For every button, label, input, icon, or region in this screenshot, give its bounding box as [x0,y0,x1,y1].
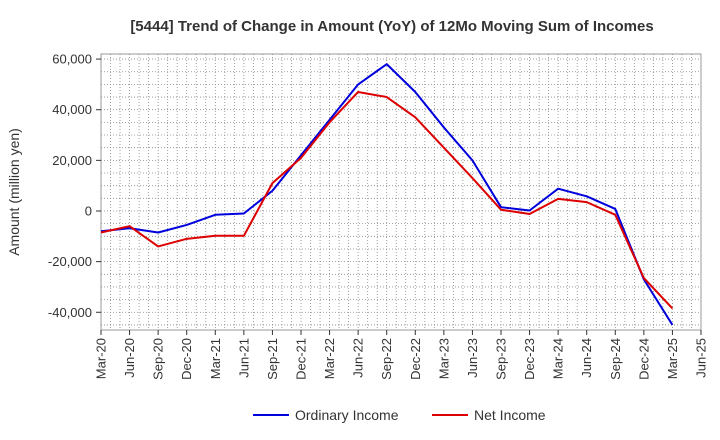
x-tick-label: Jun-23 [465,338,480,378]
x-tick-label: Jun-20 [122,338,137,378]
x-tick-label: Mar-23 [436,338,451,379]
legend-label: Ordinary Income [295,407,399,423]
x-tick-label: Dec-21 [294,338,309,380]
x-tick-label: Mar-20 [94,338,109,379]
x-tick-label: Dec-22 [408,338,423,380]
legend: Ordinary Income Net Income [253,407,546,423]
x-tick-label: Mar-22 [322,338,337,379]
x-tick-label: Mar-25 [665,338,680,379]
x-tick-label: Sep-24 [608,338,623,380]
x-tick-label: Dec-20 [179,338,194,380]
x-tick-label: Dec-23 [522,338,537,380]
x-tick-label: Mar-24 [551,338,566,379]
x-tick-label: Jun-25 [694,338,709,378]
y-tick-label: 60,000 [52,52,92,67]
plot-area [100,53,702,331]
x-tick-label: Sep-22 [379,338,394,380]
y-axis-label: Amount (million yen) [6,128,22,256]
y-axis-ticks: -40,000 -20,000 0 20,000 40,000 60,000 [48,52,101,320]
series-line-net-income [100,90,674,310]
x-axis-ticks: Mar-20 Jun-20 Sep-20 Dec-20 Mar-21 Jun-21 Sep-… [94,330,709,380]
x-tick-label: Jun-21 [236,338,251,378]
y-tick-label: 20,000 [52,153,92,168]
chart-title: [5444] Trend of Change in Amount (YoY) o… [130,18,653,35]
x-tick-label: Jun-24 [579,338,594,378]
x-tick-label: Sep-21 [265,338,280,380]
series-line-ordinary-income [100,63,674,326]
y-tick-label: -40,000 [48,305,92,320]
x-tick-label: Sep-23 [494,338,509,380]
x-tick-label: Jun-22 [351,338,366,378]
x-tick-label: Sep-20 [151,338,166,380]
y-tick-label: -20,000 [48,254,92,269]
series-lines [100,63,674,326]
x-tick-label: Mar-21 [208,338,223,379]
legend-label: Net Income [474,407,546,423]
y-tick-label: 40,000 [52,102,92,117]
x-tick-label: Dec-24 [636,338,651,380]
y-tick-label: 0 [85,203,92,218]
grid [101,54,701,330]
